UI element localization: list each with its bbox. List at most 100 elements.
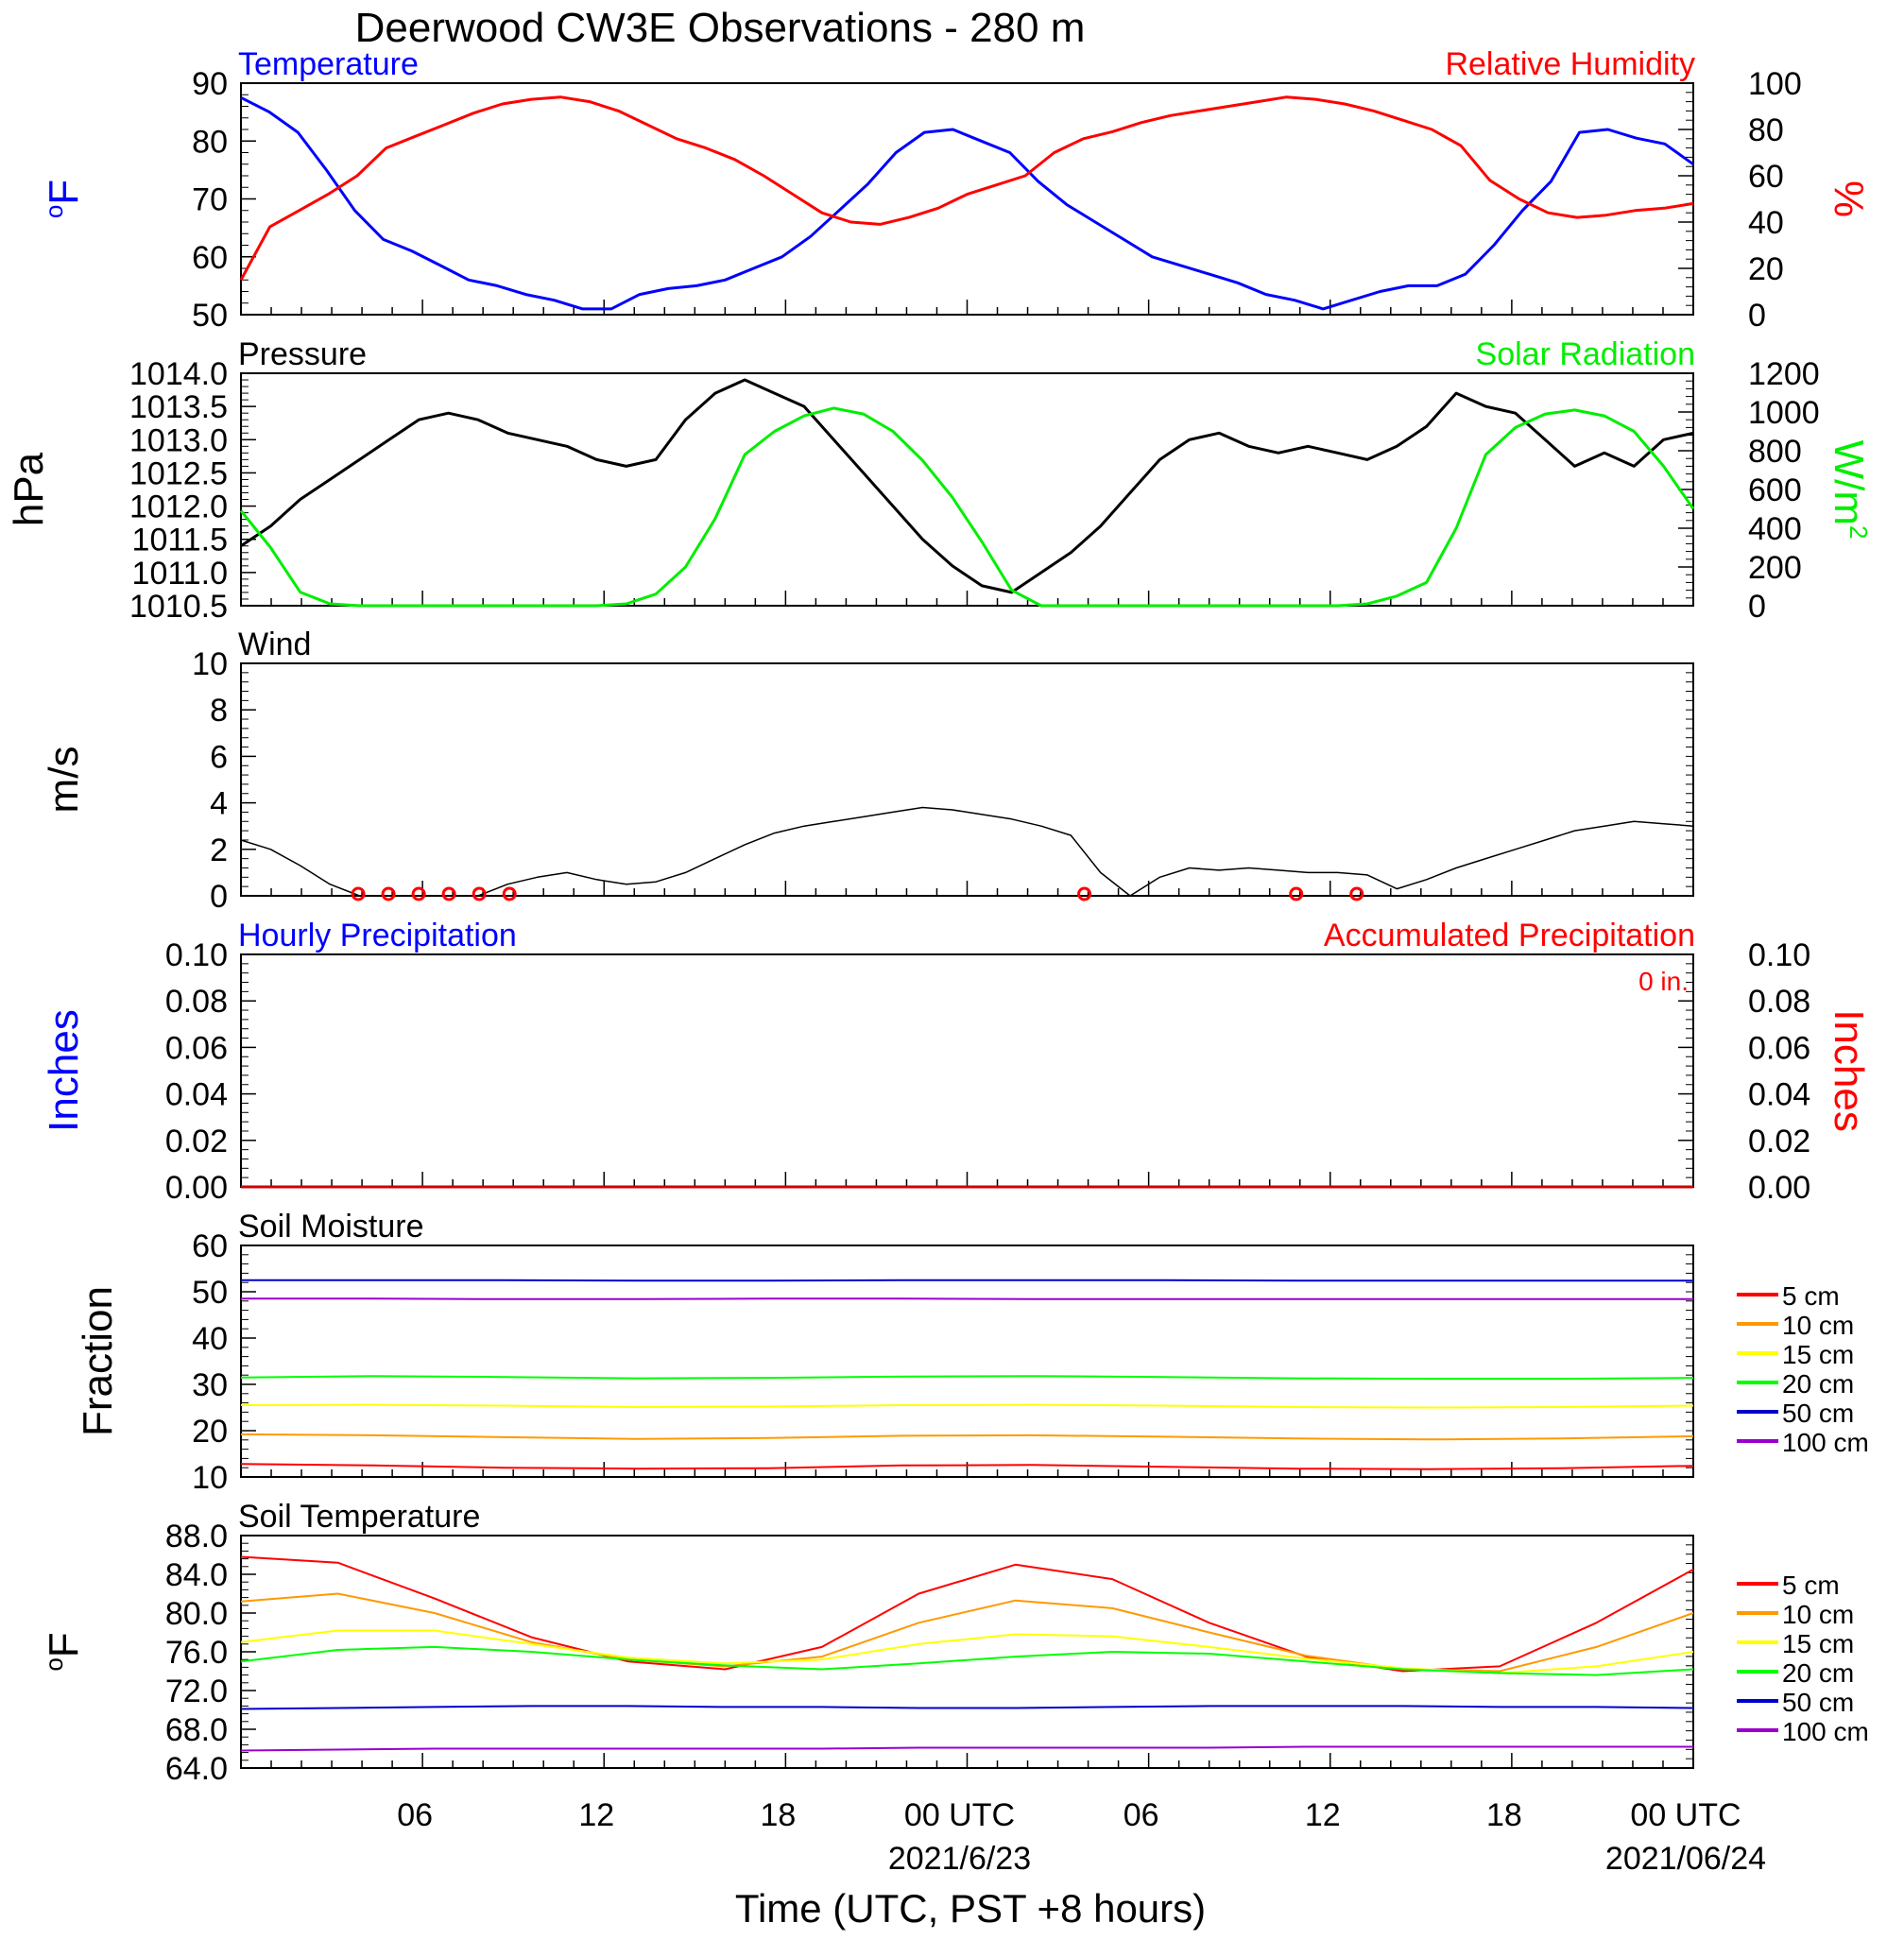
- plot-frame: [240, 662, 1694, 897]
- y-tick-label-left: 60: [192, 1228, 228, 1264]
- legend-label: 5 cm: [1782, 1281, 1840, 1311]
- calm-wind-marker: [351, 886, 366, 901]
- legend-label: 50 cm: [1782, 1688, 1854, 1717]
- y-tick-label-left: 1013.0: [129, 422, 228, 458]
- panel-pressure_solar: 1010.51011.01011.51012.01012.51013.01013…: [6, 336, 1873, 625]
- y-tick-label-left: 84.0: [165, 1557, 228, 1593]
- legend-label: 100 cm: [1782, 1717, 1869, 1746]
- y-tick-label-right: 200: [1748, 550, 1802, 586]
- panel-title-left: Pressure: [238, 336, 367, 372]
- legend-label: 15 cm: [1782, 1629, 1854, 1658]
- y-tick-label-right: 60: [1748, 159, 1784, 195]
- legend-label: 10 cm: [1782, 1311, 1854, 1340]
- y-tick-label-left: 70: [192, 182, 228, 218]
- series-line-20-cm: [240, 1375, 1694, 1381]
- y-tick-label-right: 0: [1748, 298, 1766, 334]
- legend-label: 15 cm: [1782, 1340, 1854, 1369]
- y-axis-label-left: Fraction: [75, 1286, 121, 1436]
- panel-title-left: Hourly Precipitation: [238, 918, 517, 953]
- panel-title-left: Wind: [238, 627, 311, 662]
- y-tick-label-left: 0.02: [165, 1124, 228, 1159]
- y-tick-label-right: 0.08: [1748, 984, 1810, 1020]
- y-tick-label-right: 1200: [1748, 356, 1820, 392]
- panel-soil_moisture: 10 20 30 40 50 60 Soil Moisture Fraction 5 cm10 …: [75, 1209, 1869, 1496]
- legend-label: 50 cm: [1782, 1399, 1854, 1428]
- y-tick-label-left: 1012.0: [129, 489, 228, 525]
- y-tick-label-left: 8: [210, 693, 228, 729]
- series-line-100-cm: [240, 1745, 1693, 1752]
- series-line-relative-humidity: [239, 95, 1694, 282]
- legend-label: 20 cm: [1782, 1658, 1854, 1688]
- y-tick-label-right: 400: [1748, 511, 1802, 547]
- x-tick-label: 00 UTC: [1630, 1797, 1741, 1833]
- y-tick-label-left: 64.0: [165, 1751, 228, 1787]
- y-tick-label-left: 10: [192, 1460, 228, 1496]
- x-date-label: 2021/6/23: [888, 1841, 1031, 1877]
- y-tick-label-left: 90: [192, 66, 228, 102]
- series-line-5-cm: [240, 1555, 1694, 1673]
- plot-frame: [240, 372, 1694, 607]
- series-line-50-cm: [240, 1705, 1694, 1710]
- y-axis-label-left: oF: [40, 180, 87, 218]
- y-tick-label-left: 20: [192, 1414, 228, 1450]
- series-line-solar-radiation: [239, 406, 1695, 608]
- y-tick-label-right: 0.10: [1748, 937, 1810, 973]
- y-tick-label-left: 6: [210, 739, 228, 775]
- calm-wind-marker: [502, 886, 517, 901]
- y-tick-label-left: 10: [192, 646, 228, 682]
- y-tick-label-left: 80.0: [165, 1596, 228, 1632]
- y-tick-label-left: 0.08: [165, 984, 228, 1020]
- series-line-wind: [240, 806, 1694, 897]
- plot-frame: [240, 1535, 1694, 1769]
- x-tick-label: 18: [760, 1797, 796, 1833]
- x-tick-label: 06: [397, 1797, 433, 1833]
- y-tick-label-left: 72.0: [165, 1674, 228, 1709]
- calm-wind-marker: [411, 886, 426, 901]
- y-axis-label-right: %: [1826, 180, 1872, 217]
- panel-temp_rh: 50 60 70 80 90 0 20 40 60 80 100 Temperature Relativ…: [40, 46, 1872, 334]
- panel-title-right: Relative Humidity: [1445, 46, 1695, 82]
- x-date-label: 2021/06/24: [1605, 1841, 1766, 1877]
- y-tick-label-left: 4: [210, 786, 228, 822]
- calm-wind-marker: [472, 886, 487, 901]
- calm-wind-marker: [441, 886, 456, 901]
- y-tick-label-left: 0.00: [165, 1170, 228, 1206]
- y-tick-label-right: 1000: [1748, 395, 1820, 431]
- panel-title-right: Solar Radiation: [1476, 336, 1695, 372]
- series-line-20-cm: [240, 1645, 1694, 1676]
- y-tick-label-left: 68.0: [165, 1712, 228, 1748]
- legend-label: 100 cm: [1782, 1428, 1869, 1457]
- y-tick-label-left: 76.0: [165, 1635, 228, 1671]
- panel-title-left: Soil Moisture: [238, 1209, 424, 1245]
- legend-label: 20 cm: [1782, 1369, 1854, 1399]
- y-tick-label-left: 0.10: [165, 937, 228, 973]
- y-tick-label-right: 20: [1748, 251, 1784, 287]
- y-tick-label-right: 0.04: [1748, 1077, 1810, 1113]
- series-line-100-cm: [241, 1297, 1693, 1300]
- y-tick-label-left: 1014.0: [129, 356, 228, 392]
- y-tick-label-right: 0: [1748, 589, 1766, 625]
- y-axis-label-right: Inches: [1826, 1009, 1872, 1132]
- y-axis-label-left: hPa: [6, 452, 52, 526]
- series-line-temperature: [240, 95, 1694, 311]
- calm-wind-marker: [1349, 886, 1364, 901]
- panel-title-left: Temperature: [238, 46, 419, 82]
- legend-label: 5 cm: [1782, 1571, 1840, 1600]
- plot-frame: [240, 953, 1694, 1188]
- y-tick-label-left: 88.0: [165, 1519, 228, 1554]
- x-tick-label: 12: [578, 1797, 614, 1833]
- y-axis-label-left: oF: [40, 1632, 87, 1671]
- y-tick-label-left: 2: [210, 833, 228, 868]
- y-tick-label-left: 1011.0: [132, 556, 228, 592]
- y-tick-label-left: 1010.5: [129, 589, 228, 625]
- panel-wind: 0 2 4 6 8 10 Wind m/s: [41, 627, 1694, 915]
- accumulated-total-label: 0 in.: [1638, 967, 1689, 996]
- y-tick-label-left: 0.06: [165, 1030, 228, 1066]
- y-tick-label-left: 1013.5: [129, 389, 228, 425]
- y-tick-label-left: 30: [192, 1367, 228, 1403]
- page-title: Deerwood CW3E Observations - 280 m: [355, 5, 1086, 51]
- x-tick-label: 06: [1124, 1797, 1159, 1833]
- y-tick-label-left: 80: [192, 124, 228, 160]
- y-tick-label-left: 50: [192, 1275, 228, 1311]
